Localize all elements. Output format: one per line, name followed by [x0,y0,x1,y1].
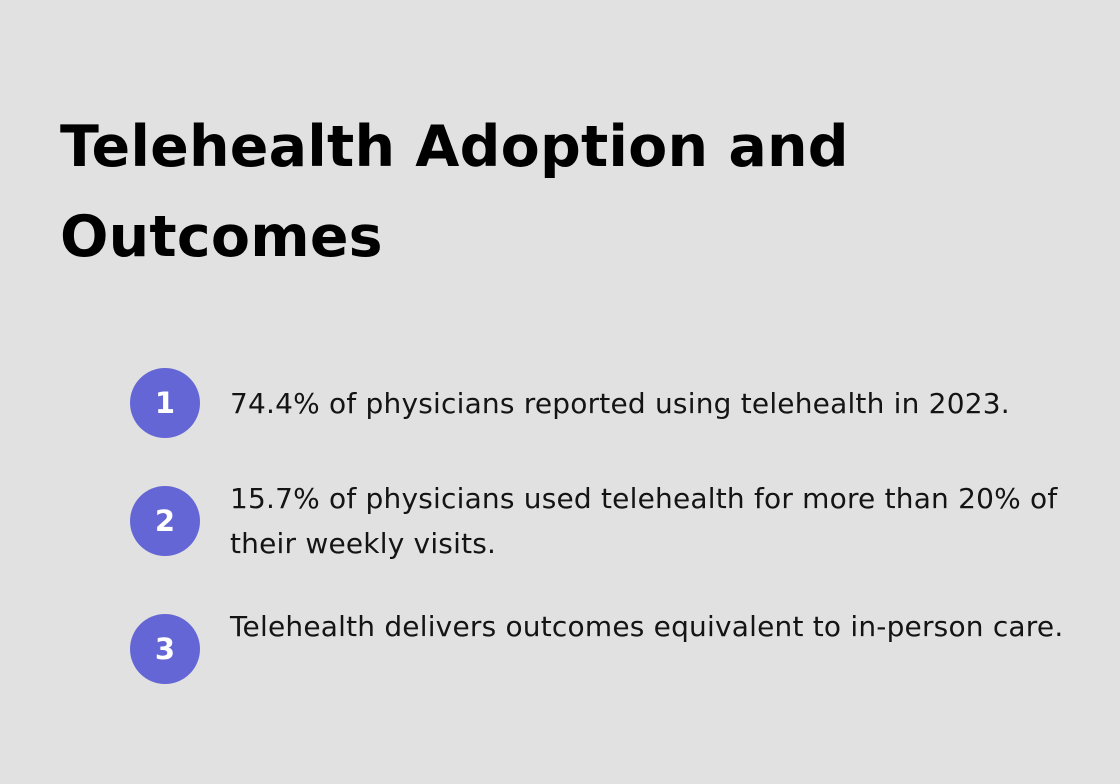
item-text: 74.4% of physicians reported using teleh… [230,387,1010,420]
number-badge: 1 [130,368,200,438]
item-text: Telehealth delivers outcomes equivalent … [230,610,1064,643]
item-text: 15.7% of physicians used telehealth for … [230,482,1058,560]
number-badge: 3 [130,614,200,684]
page-title: Telehealth Adoption and Outcomes [60,114,849,270]
number-badge: 2 [130,486,200,556]
